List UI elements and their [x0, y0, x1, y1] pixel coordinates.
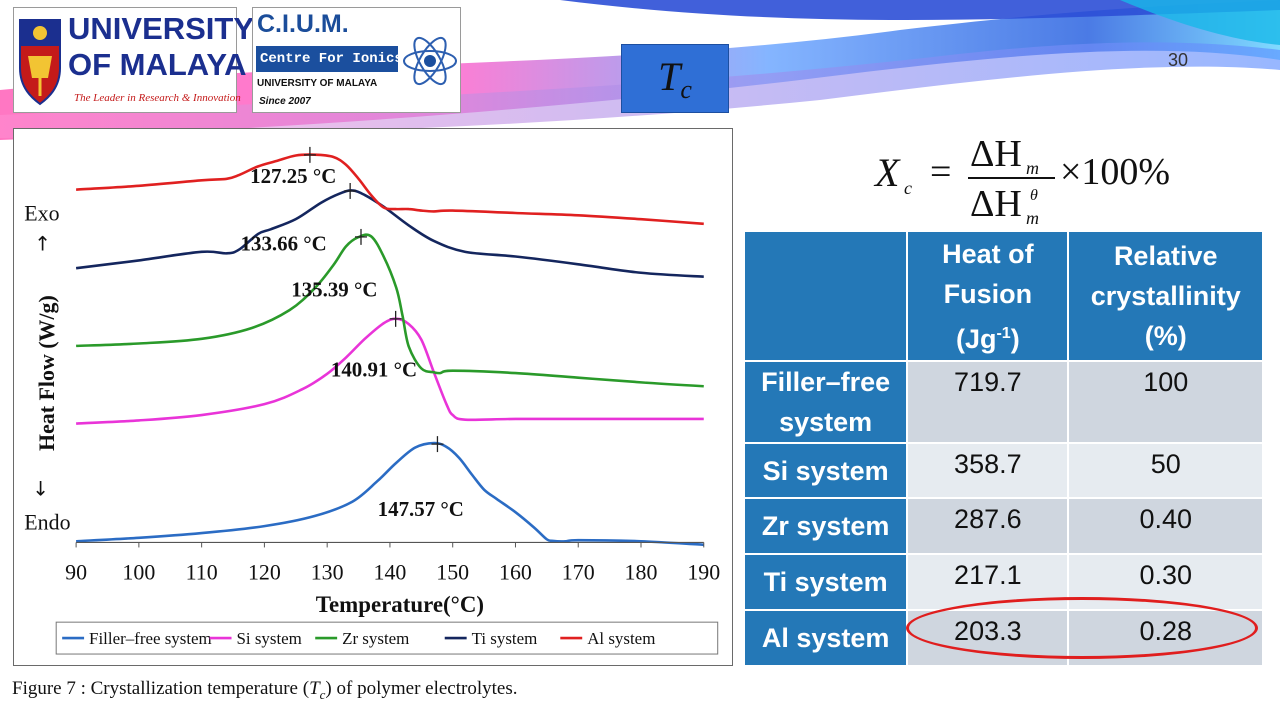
chart-legend: Filler–free system Si system Zr system Ti s…	[62, 629, 655, 648]
table-cell-fusion: 358.7	[906, 442, 1070, 499]
table-row-label: Filler–free system	[742, 360, 909, 444]
peak-label: 135.39 °C	[291, 278, 377, 302]
chart-exo-arrow: ↑	[34, 233, 51, 256]
dsc-chart: 147.57 °C 140.91 °C 135.39 °C 133.66 °C 127.…	[13, 128, 733, 666]
table-row-label: Ti system	[742, 553, 909, 611]
table-row-label: Al system	[742, 609, 909, 667]
series-line	[75, 189, 704, 278]
formula-times-100: ×100%	[1060, 151, 1170, 193]
peak-label: 133.66 °C	[241, 232, 327, 256]
table-row-label: Zr system	[742, 497, 909, 555]
legend-entry: Zr system	[342, 629, 409, 648]
table-header-crystallinity: Relative crystallinity (%)	[1067, 230, 1264, 362]
tc-label: Tc	[658, 53, 692, 104]
chart-peak-markers	[303, 146, 444, 453]
series-line	[76, 233, 704, 388]
table-cell-crystallinity: 0.40	[1067, 497, 1264, 555]
slide-number: 30	[1168, 50, 1189, 70]
table-cell-fusion: 287.6	[906, 497, 1070, 555]
table-row: Si system 358.7 50	[742, 442, 1264, 499]
peak-label: 147.57 °C	[378, 497, 464, 521]
x-tick-label: 180	[625, 559, 658, 584]
x-tick-label: 100	[122, 559, 155, 584]
x-tick-label: 140	[374, 559, 407, 584]
formula-denominator-sub: m	[1026, 208, 1039, 228]
um-logo-line2: OF MALAYA	[68, 47, 247, 82]
peak-label: 140.91 °C	[331, 358, 417, 382]
chart-exo-label: Exo	[24, 201, 59, 226]
x-tick-label: 110	[186, 559, 218, 584]
table-header-fusion: Heat of Fusion (Jg-1)	[906, 230, 1070, 362]
crystallinity-formula: X c = ΔH m ΔH θ m ×100%	[873, 133, 1170, 228]
x-tick-label: 160	[499, 559, 532, 584]
formula-denominator: ΔH	[970, 183, 1022, 225]
formula-denominator-sup: θ	[1030, 187, 1038, 204]
table-cell-fusion: 719.7	[906, 360, 1070, 444]
highlight-ellipse	[906, 597, 1258, 659]
cium-logo-band: Centre For Ionics	[256, 46, 403, 72]
x-tick-label: 170	[562, 559, 595, 584]
table-cell-crystallinity: 50	[1067, 442, 1264, 499]
series-line	[76, 441, 704, 547]
cium-logo: C.I.U.M. Centre For Ionics UNIVERSITY OF…	[252, 7, 461, 113]
um-logo-tagline: The Leader in Research & Innovation	[74, 92, 241, 104]
legend-entry: Al system	[587, 629, 655, 648]
formula-equals: =	[930, 151, 951, 193]
table-row-label: Si system	[742, 442, 909, 499]
chart-x-axis	[75, 541, 705, 548]
chart-y-axis-label: Heat Flow (W/g)	[34, 295, 59, 451]
chart-endo-label: Endo	[24, 510, 70, 535]
university-of-malaya-logo: UNIVERSITY OF MALAYA The Leader in Resea…	[13, 7, 254, 113]
figure-caption: Figure 7 : Crystallization temperature (…	[12, 678, 518, 702]
um-logo-line1: UNIVERSITY	[68, 11, 255, 46]
university-crest-icon	[19, 19, 61, 106]
cium-logo-title: C.I.U.M.	[257, 10, 349, 38]
x-tick-label: 190	[687, 559, 720, 584]
table-header-row: Heat of Fusion (Jg-1) Relative crystallinit…	[742, 230, 1264, 362]
chart-series-group	[75, 153, 704, 547]
table-row: Ti system 217.1 0.30	[742, 553, 1264, 611]
chart-legend-box	[55, 621, 719, 655]
chart-x-axis-label: Temperature(°C)	[316, 592, 484, 617]
table-header-empty	[742, 230, 909, 362]
formula-numerator: ΔH	[970, 133, 1022, 175]
chart-x-tick-labels: 90 100 110 120 130 140 150 160 170 180 190	[65, 559, 720, 584]
peak-label: 127.25 °C	[250, 164, 336, 188]
x-tick-label: 130	[311, 559, 344, 584]
table-cell-crystallinity: 100	[1067, 360, 1264, 444]
legend-entry: Filler–free system	[89, 629, 212, 648]
x-tick-label: 90	[65, 559, 87, 584]
chart-endo-arrow: ↓	[32, 478, 49, 501]
table-row: Zr system 287.6 0.40	[742, 497, 1264, 555]
formula-lhs-sub: c	[904, 178, 912, 198]
x-tick-label: 120	[248, 559, 281, 584]
tc-label-box: Tc	[621, 44, 729, 113]
table-row: Filler–free system 719.7 100	[742, 360, 1264, 444]
x-tick-label: 150	[436, 559, 469, 584]
chart-peak-labels: 147.57 °C 140.91 °C 135.39 °C 133.66 °C 127.…	[241, 164, 464, 521]
series-line	[76, 153, 704, 226]
cium-logo-since: Since 2007	[259, 96, 311, 107]
cium-logo-university: UNIVERSITY OF MALAYA	[257, 78, 378, 89]
legend-entry: Si system	[237, 629, 302, 648]
formula-numerator-sub: m	[1026, 158, 1039, 178]
legend-entry: Ti system	[472, 629, 538, 648]
formula-lhs: X	[873, 150, 901, 195]
atom-icon	[403, 36, 457, 86]
